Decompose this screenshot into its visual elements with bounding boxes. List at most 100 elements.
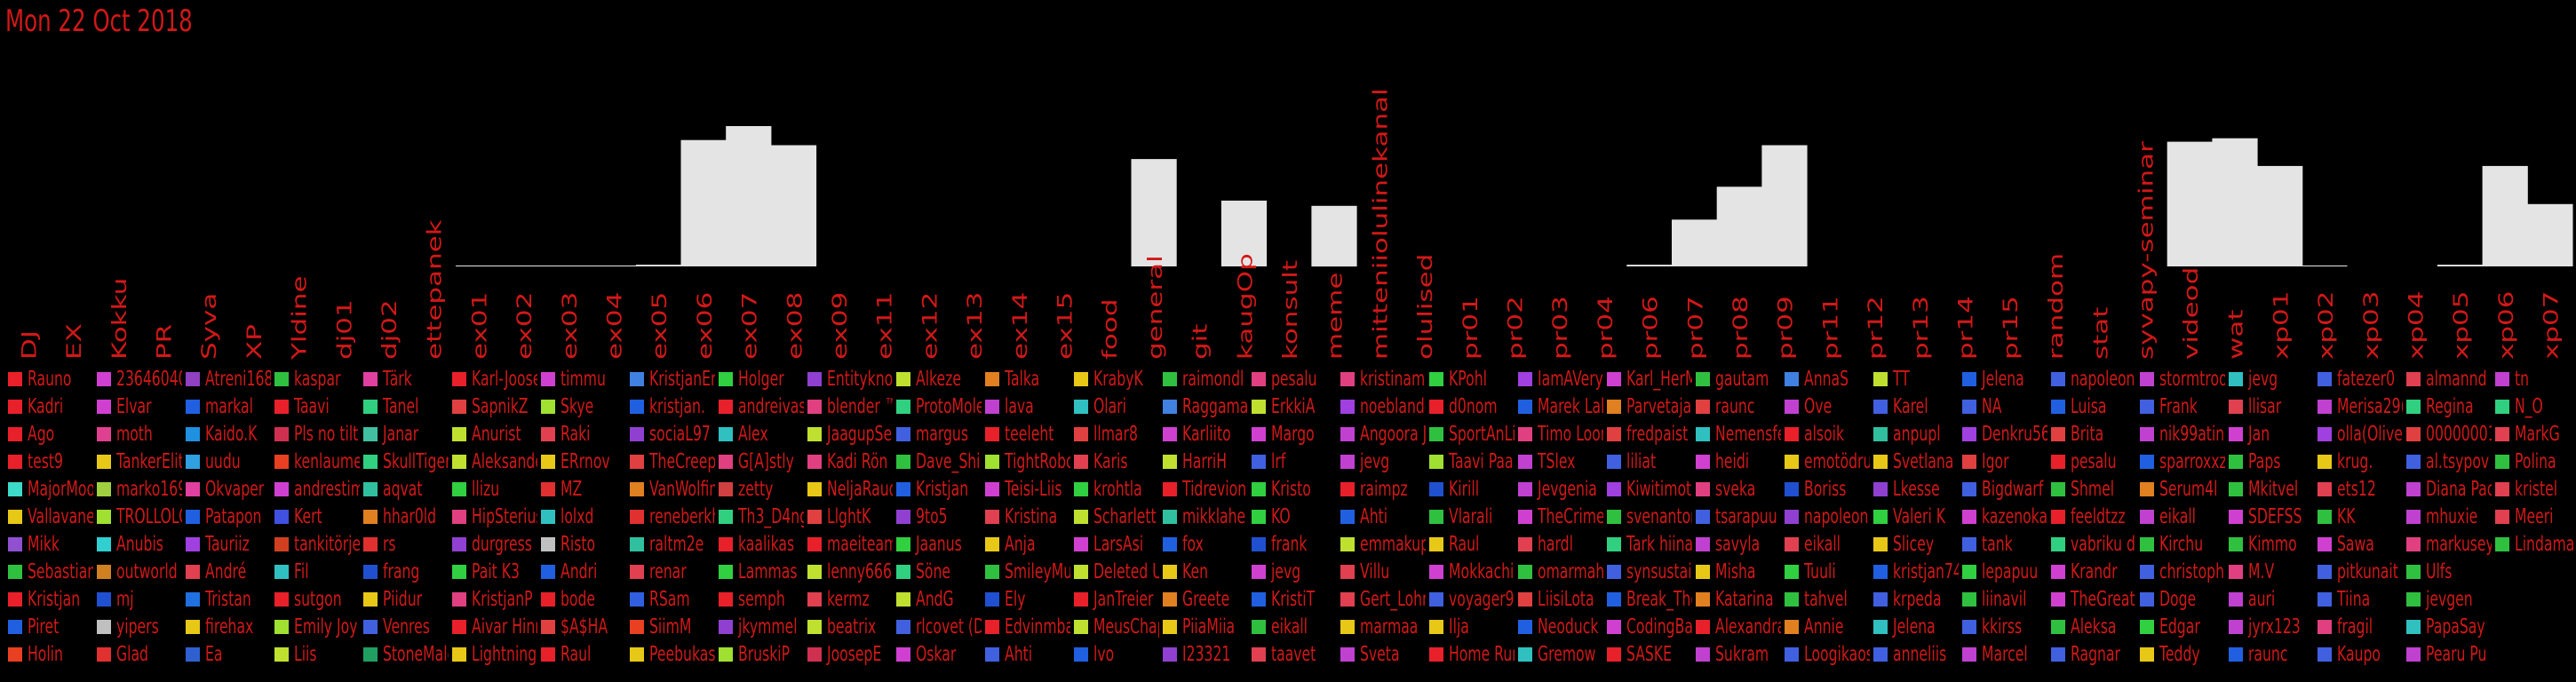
legend-swatch — [2406, 510, 2421, 524]
legend-swatch — [1785, 400, 1799, 414]
legend-item: Regina — [2406, 393, 2492, 420]
legend-swatch — [719, 455, 733, 469]
legend-swatch — [1429, 592, 1443, 607]
legend-swatch — [2140, 427, 2154, 441]
legend-item: Kirchu — [2140, 531, 2225, 558]
legend-swatch — [630, 620, 644, 634]
x-tick-label: random — [2045, 253, 2068, 360]
legend-label: Elvar — [116, 395, 152, 418]
legend-swatch — [1873, 482, 1888, 496]
legend-label: christophe — [2159, 560, 2225, 583]
legend-label: fatezer0 — [2337, 368, 2396, 391]
legend-label: eikall — [1804, 533, 1841, 556]
legend-item: voyager94 — [1429, 586, 1515, 613]
legend-item: christophe — [2140, 559, 2225, 585]
x-tick-label: kaugOp — [1234, 253, 1257, 360]
legend-swatch — [2140, 482, 2154, 496]
legend-label: Kadi Rön — [827, 450, 888, 473]
legend-swatch — [2318, 647, 2332, 662]
x-tick-label: stat — [2090, 307, 2113, 360]
legend-swatch — [807, 482, 822, 496]
legend-swatch — [1785, 455, 1799, 469]
legend-item: Venres — [363, 614, 449, 640]
legend-item: kkirss — [1962, 614, 2047, 640]
legend-label: kaspar — [294, 368, 341, 391]
legend-swatch — [1696, 400, 1710, 414]
legend-label: Ragnar — [2071, 643, 2120, 666]
legend-swatch — [985, 565, 999, 579]
legend-swatch — [985, 455, 999, 469]
legend-swatch — [807, 565, 822, 579]
legend-label: Rauno — [28, 368, 72, 391]
legend-label: 00000001 — [2426, 423, 2492, 446]
legend-item: Mikk — [8, 531, 93, 558]
x-tick-label: Syva — [198, 293, 221, 360]
legend-item: LiisiLota — [1518, 586, 1603, 613]
legend-item: SiimM — [630, 614, 715, 640]
legend-swatch — [452, 537, 466, 551]
legend-item: Elvar — [97, 393, 182, 420]
legend-item: test9 — [8, 448, 93, 475]
legend-swatch — [1962, 510, 1976, 524]
legend-label: Deleted Us — [1093, 560, 1159, 583]
legend-item: Gremow — [1518, 641, 1603, 668]
legend-label: Holger — [738, 368, 784, 391]
bar-pr09 — [1761, 145, 1808, 266]
legend-swatch — [630, 400, 644, 414]
legend-item: Parvetaja — [1607, 393, 1692, 420]
legend-item: liinavil — [1962, 586, 2047, 613]
legend-label: Loogikaos — [1804, 643, 1870, 666]
legend-swatch — [1962, 455, 1976, 469]
legend-item: Ulfs — [2406, 559, 2492, 585]
legend-swatch — [1163, 565, 1177, 579]
legend-label: KO — [1271, 505, 1291, 528]
legend-label: KPohl — [1449, 368, 1487, 391]
legend-label: Holin — [28, 643, 63, 666]
legend-label: M.V — [2248, 560, 2275, 583]
legend-swatch — [1252, 400, 1266, 414]
legend-item: Villu — [1340, 559, 1426, 585]
legend-swatch — [1429, 620, 1443, 634]
legend-label: Margo — [1271, 423, 1315, 446]
legend-swatch — [1518, 372, 1532, 386]
legend-swatch — [2318, 372, 2332, 386]
legend-label: vabriku di — [2071, 533, 2136, 556]
x-tick-label: ex02 — [513, 292, 537, 360]
legend-item: Teddy — [2140, 641, 2225, 668]
legend-label: TheCreep — [649, 450, 715, 473]
legend-swatch — [807, 372, 822, 386]
bar-general — [1131, 159, 1177, 266]
legend-swatch — [1785, 620, 1799, 634]
legend-item: ErkkiA — [1252, 393, 1337, 420]
legend-label: Nemensfe — [1715, 423, 1781, 446]
legend-label: TightRobot — [1005, 450, 1070, 473]
legend-item: Olari — [1074, 393, 1159, 420]
bar-wat — [2212, 138, 2258, 266]
legend-swatch — [2229, 537, 2243, 551]
legend-item: NeljaRaud — [807, 476, 893, 503]
legend-swatch — [452, 647, 466, 662]
legend-swatch — [541, 565, 555, 579]
legend-item: PapaSay — [2406, 614, 2492, 640]
legend-item: Kirill — [1429, 476, 1515, 503]
legend-swatch — [1607, 427, 1621, 441]
legend-item: krug. — [2318, 448, 2403, 475]
legend-label: Pearu Pu — [2426, 643, 2487, 666]
legend-swatch — [1163, 427, 1177, 441]
legend-swatch — [541, 592, 555, 607]
legend-swatch — [2140, 592, 2154, 607]
legend-item: eikall — [1785, 531, 1870, 558]
legend-label: JaagupSel — [827, 423, 893, 446]
legend-item: TT — [1873, 366, 1959, 393]
legend-item: I23321 — [1163, 641, 1248, 668]
legend-item: TheGreatL — [2051, 586, 2136, 613]
x-tick-label: dj01 — [333, 299, 356, 360]
x-tick-label: pr06 — [1640, 296, 1663, 360]
bar-xp05 — [2437, 265, 2484, 266]
legend-label: Kristo — [1271, 478, 1311, 501]
legend-swatch — [1785, 647, 1799, 662]
legend-swatch — [97, 482, 111, 496]
legend-item: Ove — [1785, 393, 1870, 420]
legend-swatch — [8, 427, 22, 441]
legend-label: sociaL97 — [649, 423, 711, 446]
